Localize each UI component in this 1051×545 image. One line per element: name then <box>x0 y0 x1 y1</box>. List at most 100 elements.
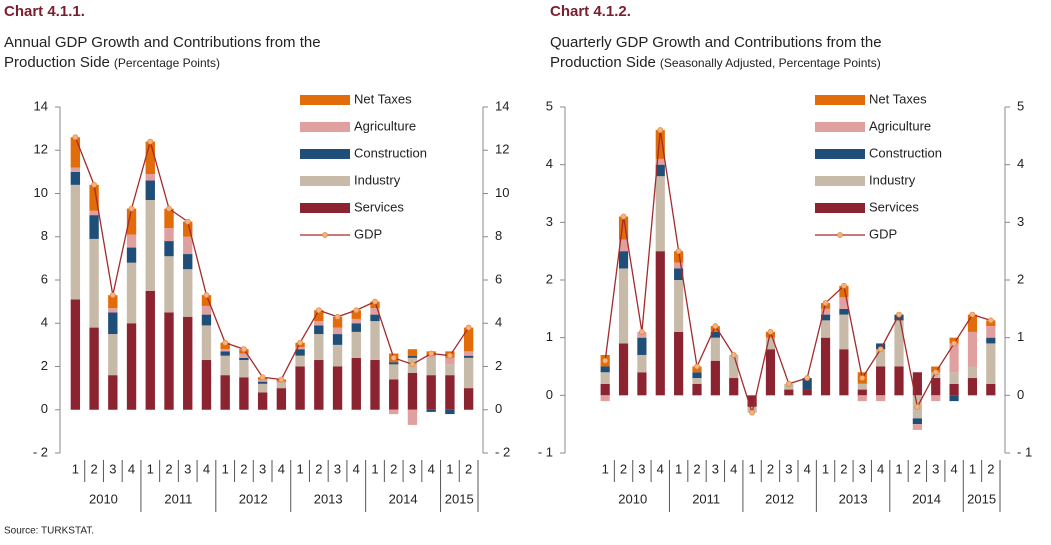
gdp-marker <box>259 374 266 381</box>
gdp-marker <box>72 134 79 141</box>
bar-segment <box>967 331 978 367</box>
x-year-label: 2011 <box>692 491 720 506</box>
bar-segment <box>164 208 174 229</box>
legend-label: Services <box>869 199 919 214</box>
legend-swatch <box>300 176 350 186</box>
bar-segment <box>126 262 137 324</box>
x-tick-label: 3 <box>409 461 416 476</box>
bar-segment <box>70 184 81 300</box>
bar-segment <box>70 299 81 410</box>
bar-segment <box>314 360 324 410</box>
gdp-marker <box>297 339 303 346</box>
bar-segment <box>201 325 212 361</box>
bar-segment <box>126 323 137 410</box>
x-year-label: 2011 <box>164 491 192 506</box>
x-tick-label: 3 <box>785 461 792 476</box>
x-tick-label: 4 <box>128 461 135 476</box>
bar-segment <box>931 378 941 396</box>
bar-segment <box>295 349 305 356</box>
gdp-marker <box>184 218 191 225</box>
gdp-marker <box>241 346 247 353</box>
x-year-label: 2013 <box>314 491 343 506</box>
gdp-marker <box>166 205 172 212</box>
bar-segment <box>407 349 418 356</box>
bar-segment <box>314 334 324 361</box>
x-tick-label: 2 <box>914 461 921 476</box>
bar-segment <box>912 418 922 425</box>
bar-segment <box>257 392 268 410</box>
legend-label: Agriculture <box>869 118 931 133</box>
y-tick-label: 0 <box>41 401 48 416</box>
x-year-label: 2012 <box>239 491 268 506</box>
y-tick-label: 2 <box>41 358 48 373</box>
bar-segment <box>784 389 794 396</box>
gdp-marker <box>785 380 792 387</box>
bar-segment <box>674 280 684 332</box>
gdp-marker <box>128 205 135 212</box>
bar-segment <box>618 239 629 252</box>
x-tick-label: 1 <box>748 461 755 476</box>
x-tick-label: 1 <box>446 461 453 476</box>
x-year-label: 2010 <box>89 491 118 506</box>
gdp-marker <box>372 298 378 305</box>
bar-segment <box>802 378 812 390</box>
bar-segment <box>967 314 978 332</box>
bar-segment <box>618 343 629 396</box>
gdp-marker <box>767 328 774 335</box>
bar-segment <box>986 337 996 344</box>
bar-segment <box>674 262 684 269</box>
bar-segment <box>839 297 849 309</box>
chart-title: Chart 4.1.2. <box>550 3 631 20</box>
y2-tick-label: 6 <box>495 271 502 286</box>
bar-segment <box>145 174 155 181</box>
bar-segment <box>876 366 886 396</box>
bar-segment <box>70 137 81 168</box>
bar-segment <box>637 337 647 355</box>
bar-segment <box>618 216 629 240</box>
x-tick-label: 1 <box>147 461 154 476</box>
legend-swatch <box>815 176 865 186</box>
bar-segment <box>931 395 941 402</box>
bar-segment <box>183 221 193 237</box>
legend-label: Industry <box>869 172 916 187</box>
bar-segment <box>295 347 305 350</box>
chart-subtitle: Production Side <box>550 54 656 71</box>
x-tick-label: 2 <box>240 461 247 476</box>
bar-segment <box>655 130 665 159</box>
gdp-line <box>604 129 992 416</box>
gdp-marker <box>447 352 453 359</box>
bar-segment <box>183 236 193 255</box>
x-tick-label: 2 <box>620 461 627 476</box>
bar-segment <box>618 268 629 344</box>
source-note: Source: TURKSTAT. <box>4 526 94 537</box>
bar-segment <box>239 360 249 378</box>
x-tick-label: 1 <box>969 461 976 476</box>
gdp-marker <box>91 181 97 188</box>
bar-segment <box>912 372 922 396</box>
bar-segment <box>765 349 776 396</box>
legend-label: Industry <box>354 172 401 187</box>
legend-swatch <box>815 149 865 159</box>
x-tick-label: 1 <box>602 461 609 476</box>
x-tick-label: 4 <box>657 461 664 476</box>
x-tick-label: 1 <box>222 461 229 476</box>
bar-segment <box>692 378 702 384</box>
gdp-marker <box>620 213 627 220</box>
bar-segment <box>463 388 474 410</box>
bar-segment <box>445 409 455 415</box>
bar-segment <box>164 256 174 313</box>
bar-segment <box>426 375 436 410</box>
gdp-marker <box>877 346 884 353</box>
gdp-marker <box>278 376 285 383</box>
legend-marker <box>322 232 328 238</box>
bar-segment <box>876 395 886 402</box>
gdp-marker <box>951 340 957 347</box>
gdp-marker <box>675 248 682 255</box>
gdp-marker <box>932 369 939 376</box>
bar-segment <box>145 290 155 410</box>
bar-segment <box>692 372 702 379</box>
gdp-marker <box>147 138 154 145</box>
bar-segment <box>183 269 193 317</box>
bar-segment <box>407 372 418 410</box>
